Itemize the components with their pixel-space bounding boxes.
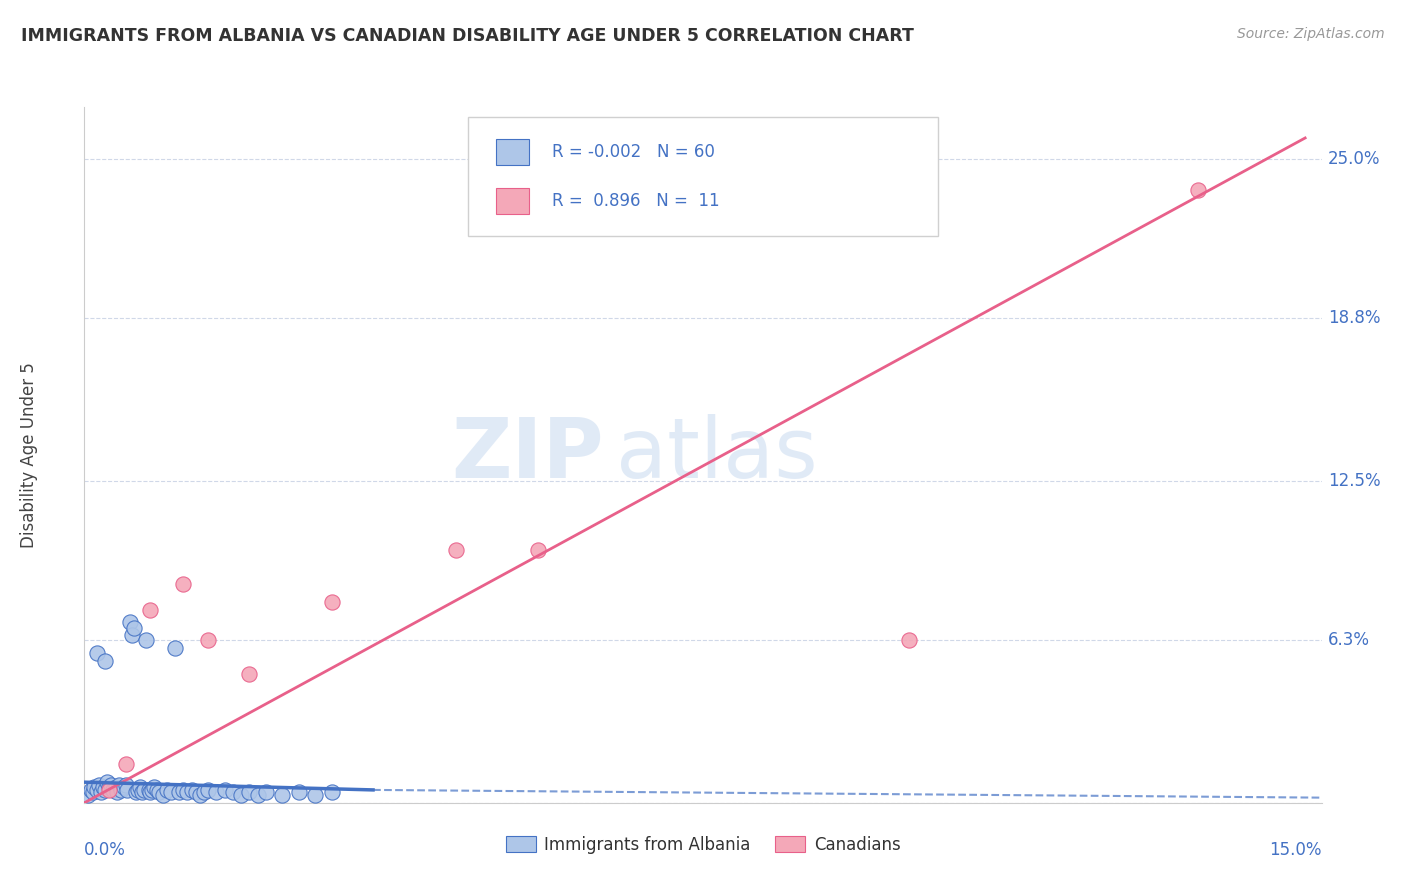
Point	[118, 615, 141, 630]
Text: 0.0%: 0.0%	[84, 841, 127, 859]
Point	[96, 775, 118, 789]
Point	[321, 595, 343, 609]
Text: atlas: atlas	[616, 415, 818, 495]
Point	[114, 778, 136, 792]
Point	[304, 788, 326, 802]
Point	[135, 633, 157, 648]
Point	[188, 788, 211, 802]
Point	[527, 543, 550, 558]
Text: IMMIGRANTS FROM ALBANIA VS CANADIAN DISABILITY AGE UNDER 5 CORRELATION CHART: IMMIGRANTS FROM ALBANIA VS CANADIAN DISA…	[21, 27, 914, 45]
Point	[129, 780, 152, 795]
Text: R =  0.896   N =  11: R = 0.896 N = 11	[551, 192, 720, 210]
Point	[214, 783, 236, 797]
Point	[94, 783, 117, 797]
Point	[148, 785, 170, 799]
Point	[91, 780, 114, 795]
Text: Source: ZipAtlas.com: Source: ZipAtlas.com	[1237, 27, 1385, 41]
Point	[321, 785, 343, 799]
Point	[80, 783, 103, 797]
Point	[98, 780, 121, 795]
Point	[98, 783, 121, 797]
Point	[121, 628, 143, 642]
Text: 25.0%: 25.0%	[1327, 150, 1381, 168]
Text: R = -0.002   N = 60: R = -0.002 N = 60	[551, 144, 714, 161]
Point	[222, 785, 245, 799]
Point	[132, 783, 155, 797]
Point	[86, 783, 108, 797]
Text: ZIP: ZIP	[451, 415, 605, 495]
Point	[238, 667, 260, 681]
Bar	[496, 187, 529, 214]
Point	[141, 783, 163, 797]
Point	[114, 757, 136, 772]
Point	[94, 654, 117, 668]
Point	[104, 780, 127, 795]
Point	[139, 602, 162, 616]
Point	[117, 783, 139, 797]
Point	[90, 785, 112, 799]
Point	[238, 785, 260, 799]
Point	[184, 785, 207, 799]
Point	[172, 576, 194, 591]
Text: 6.3%: 6.3%	[1327, 632, 1369, 649]
Point	[77, 788, 100, 802]
Point	[288, 785, 311, 799]
Point	[127, 783, 149, 797]
Point	[86, 646, 108, 660]
Point	[143, 780, 166, 795]
Point	[152, 788, 174, 802]
Point	[131, 785, 153, 799]
Point	[444, 543, 467, 558]
Legend: Immigrants from Albania, Canadians: Immigrants from Albania, Canadians	[499, 830, 907, 861]
Point	[110, 783, 132, 797]
Point	[193, 785, 215, 799]
Point	[89, 778, 111, 792]
Point	[146, 783, 169, 797]
Point	[108, 778, 131, 792]
Point	[197, 783, 219, 797]
Point	[180, 783, 202, 797]
Point	[172, 783, 194, 797]
Point	[176, 785, 198, 799]
Point	[167, 785, 190, 799]
Point	[898, 633, 921, 648]
Point	[112, 780, 135, 795]
FancyBboxPatch shape	[468, 118, 938, 235]
Text: 12.5%: 12.5%	[1327, 472, 1381, 490]
Bar	[496, 139, 529, 166]
Point	[103, 783, 125, 797]
Point	[83, 780, 105, 795]
Point	[156, 783, 179, 797]
Point	[124, 785, 146, 799]
Point	[122, 621, 145, 635]
Point	[205, 785, 228, 799]
Point	[197, 633, 219, 648]
Point	[138, 783, 160, 797]
Point	[139, 785, 162, 799]
Text: 15.0%: 15.0%	[1270, 841, 1322, 859]
Point	[271, 788, 294, 802]
Point	[229, 788, 252, 802]
Text: Disability Age Under 5: Disability Age Under 5	[20, 362, 38, 548]
Point	[100, 778, 122, 792]
Point	[246, 788, 269, 802]
Point	[160, 785, 183, 799]
Point	[254, 785, 277, 799]
Point	[82, 785, 104, 799]
Point	[1187, 182, 1209, 196]
Point	[105, 785, 128, 799]
Point	[165, 641, 187, 656]
Text: 18.8%: 18.8%	[1327, 310, 1381, 327]
